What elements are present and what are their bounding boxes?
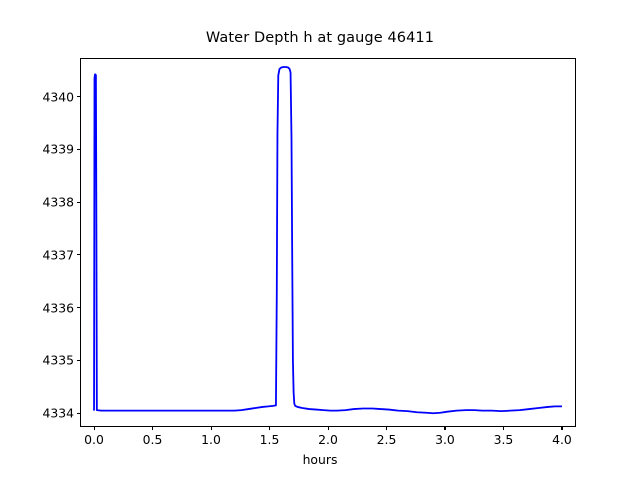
chart-title: Water Depth h at gauge 46411 <box>205 30 435 46</box>
plot-area-frame <box>80 58 576 427</box>
y-tick-label: 4338 <box>42 194 74 210</box>
x-tick-mark <box>327 426 329 431</box>
y-tick-mark <box>76 96 81 98</box>
y-tick-label: 4337 <box>42 247 74 263</box>
y-tick-mark <box>76 148 81 150</box>
x-tick-mark <box>385 426 388 431</box>
x-tick-mark <box>93 426 95 431</box>
x-tick-mark <box>444 426 446 431</box>
x-tick-label: 1.5 <box>259 432 280 447</box>
y-tick-label: 4336 <box>42 300 74 316</box>
y-tick-label: 4335 <box>42 352 74 368</box>
y-tick-label: 4340 <box>42 89 74 105</box>
x-tick-mark <box>561 426 563 431</box>
x-tick-label: 4.0 <box>552 432 572 447</box>
x-tick-label: 2.5 <box>376 432 397 447</box>
y-tick-mark <box>76 201 81 203</box>
data-series-line <box>93 66 562 415</box>
y-tick-label: 4334 <box>42 405 74 421</box>
x-axis-label: hours <box>302 452 338 467</box>
x-tick-mark <box>152 426 154 431</box>
y-tick-mark <box>76 359 81 362</box>
y-axis-tick-labels: 4334 4335 4336 4337 4338 4339 4340 <box>8 0 74 480</box>
y-tick-label: 4339 <box>42 141 74 157</box>
x-tick-label: 0.5 <box>142 432 163 447</box>
x-tick-label: 1.0 <box>201 432 221 447</box>
x-tick-label: 2.0 <box>318 432 338 447</box>
y-tick-mark <box>76 412 81 414</box>
x-tick-label: 0.0 <box>84 432 104 447</box>
y-tick-mark <box>76 307 81 309</box>
x-tick-label: 3.0 <box>435 432 455 447</box>
x-tick-label: 3.5 <box>493 432 514 447</box>
x-tick-mark <box>269 426 271 431</box>
plot-canvas <box>93 66 562 415</box>
x-tick-mark <box>210 426 212 431</box>
x-tick-mark <box>502 426 505 431</box>
y-tick-mark <box>76 254 81 256</box>
